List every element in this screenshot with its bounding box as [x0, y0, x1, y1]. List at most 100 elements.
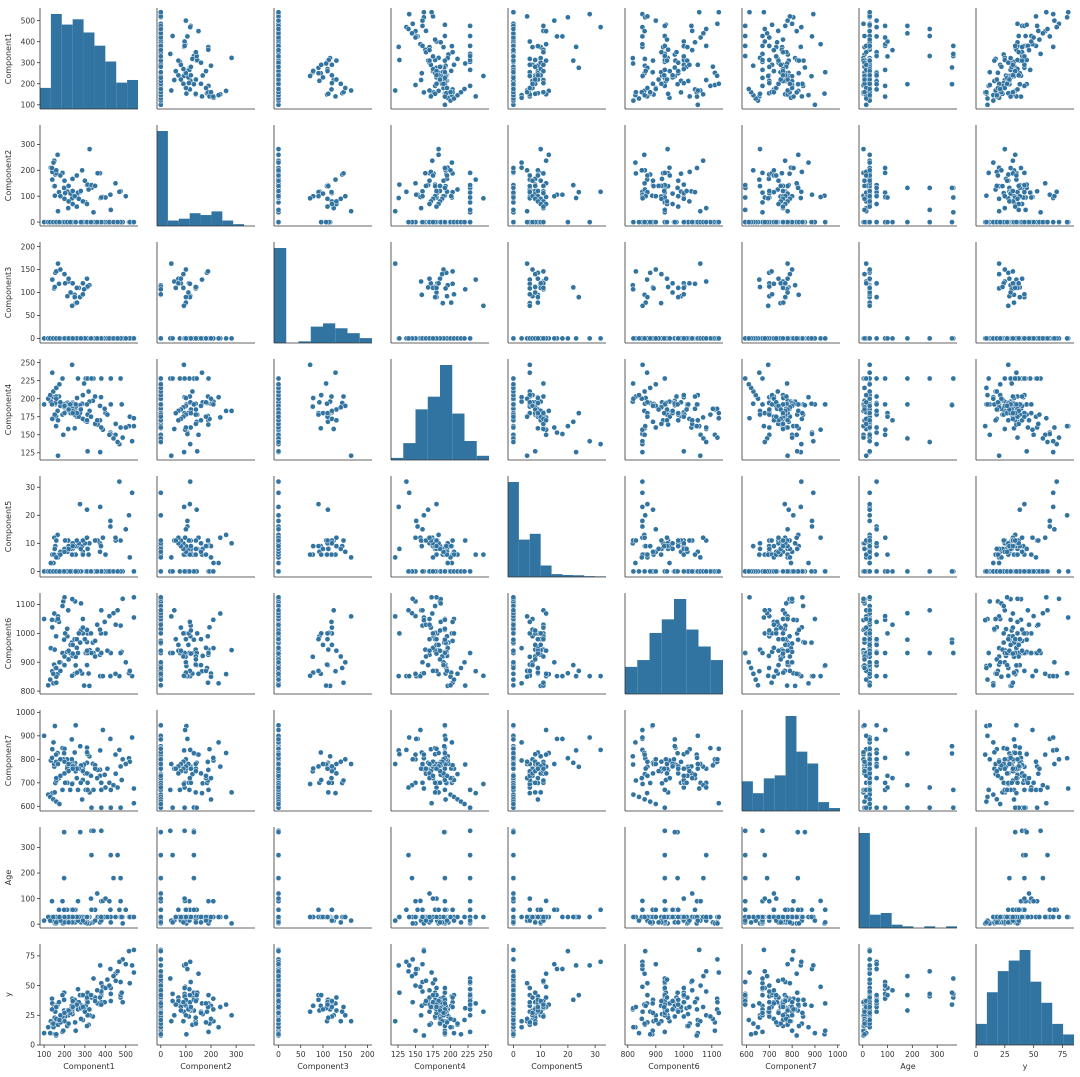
scatter-point: [178, 76, 184, 83]
scatter-point: [1033, 13, 1039, 20]
scatter-point: [694, 101, 701, 108]
scatter-point: [56, 381, 63, 388]
scatter-point: [866, 92, 873, 99]
scatter-point: [518, 164, 525, 171]
scatter-point: [715, 335, 722, 342]
scatter-point: [51, 546, 58, 552]
scatter-point: [680, 181, 687, 188]
scatter-point: [1027, 67, 1034, 73]
panel-Component2-vs-Component6: [624, 125, 723, 227]
scatter-point: [188, 64, 194, 70]
scatter-point: [661, 43, 668, 49]
scatter-point: [428, 9, 435, 16]
scatter-point: [275, 537, 282, 544]
scatter-point: [107, 191, 114, 198]
scatter-point: [461, 86, 468, 92]
scatter-point: [405, 219, 412, 225]
scatter-point: [203, 551, 209, 558]
scatter-point: [873, 219, 880, 225]
scatter-point: [985, 170, 992, 176]
scatter-point: [208, 554, 214, 561]
scatter-point: [526, 73, 533, 79]
scatter-point: [195, 28, 202, 34]
scatter-point: [203, 543, 209, 549]
scatter-point: [193, 49, 199, 56]
scatter-point: [889, 417, 896, 424]
scatter-point: [183, 85, 189, 91]
scatter-point: [540, 335, 547, 342]
scatter-point: [535, 299, 541, 306]
scatter-point: [193, 546, 199, 552]
scatter-point: [168, 260, 175, 267]
scatter-point: [310, 543, 317, 549]
scatter-point: [1005, 302, 1012, 309]
scatter-point: [554, 429, 560, 436]
scatter-point: [866, 188, 873, 194]
scatter-point: [449, 268, 456, 275]
scatter-point: [97, 403, 103, 409]
scatter-point: [192, 411, 199, 418]
scatter-point: [543, 57, 549, 64]
scatter-point: [866, 167, 873, 174]
scatter-point: [650, 418, 656, 425]
scatter-point: [529, 44, 536, 50]
scatter-point: [866, 28, 873, 34]
scatter-point: [661, 188, 668, 194]
scatter-point: [1036, 411, 1043, 418]
scatter-point: [759, 67, 766, 73]
scatter-point: [535, 172, 541, 179]
scatter-point: [432, 183, 438, 189]
scatter-point: [61, 568, 67, 575]
panel-Component5-vs-Component4: [390, 476, 489, 578]
scatter-point: [817, 41, 824, 48]
scatter-point: [480, 73, 487, 79]
scatter-point: [636, 219, 642, 225]
scatter-point: [529, 219, 536, 225]
scatter-point: [84, 201, 90, 207]
scatter-point: [1015, 33, 1022, 39]
scatter-point: [882, 165, 888, 171]
scatter-point: [526, 183, 533, 189]
scatter-point: [82, 177, 88, 184]
scatter-point: [664, 146, 671, 152]
scatter-point: [866, 302, 873, 309]
scatter-point: [808, 400, 815, 407]
scatter-point: [1010, 188, 1016, 194]
scatter-point: [100, 534, 106, 541]
scatter-point: [873, 24, 880, 30]
scatter-point: [157, 286, 164, 293]
scatter-point: [993, 92, 1000, 99]
scatter-point: [348, 452, 354, 459]
scatter-point: [742, 182, 749, 188]
scatter-point: [461, 219, 468, 225]
scatter-point: [715, 415, 722, 422]
scatter-point: [440, 177, 447, 184]
scatter-point: [861, 406, 868, 413]
scatter-point: [766, 80, 773, 86]
scatter-point: [426, 87, 433, 94]
scatter-point: [406, 11, 413, 17]
scatter-point: [769, 21, 775, 28]
scatter-point: [275, 26, 282, 32]
scatter-point: [780, 299, 787, 306]
scatter-point: [423, 183, 429, 189]
scatter-point: [62, 190, 68, 196]
scatter-point: [570, 57, 577, 64]
panel-Component1-vs-Component5: [507, 8, 606, 110]
scatter-point: [275, 560, 282, 566]
scatter-point: [1037, 209, 1044, 216]
scatter-point: [186, 568, 193, 575]
scatter-point: [1011, 299, 1017, 306]
scatter-point: [756, 176, 763, 183]
panel-Component2-vs-Component5: [507, 125, 606, 227]
scatter-point: [703, 439, 710, 445]
scatter-point: [884, 53, 891, 60]
scatter-point: [49, 416, 56, 422]
scatter-point: [1016, 81, 1023, 88]
scatter-point: [186, 537, 192, 544]
scatter-point: [545, 151, 552, 158]
scatter-point: [863, 172, 870, 179]
scatter-point: [808, 335, 815, 342]
scatter-point: [310, 395, 317, 401]
scatter-point: [904, 335, 911, 342]
